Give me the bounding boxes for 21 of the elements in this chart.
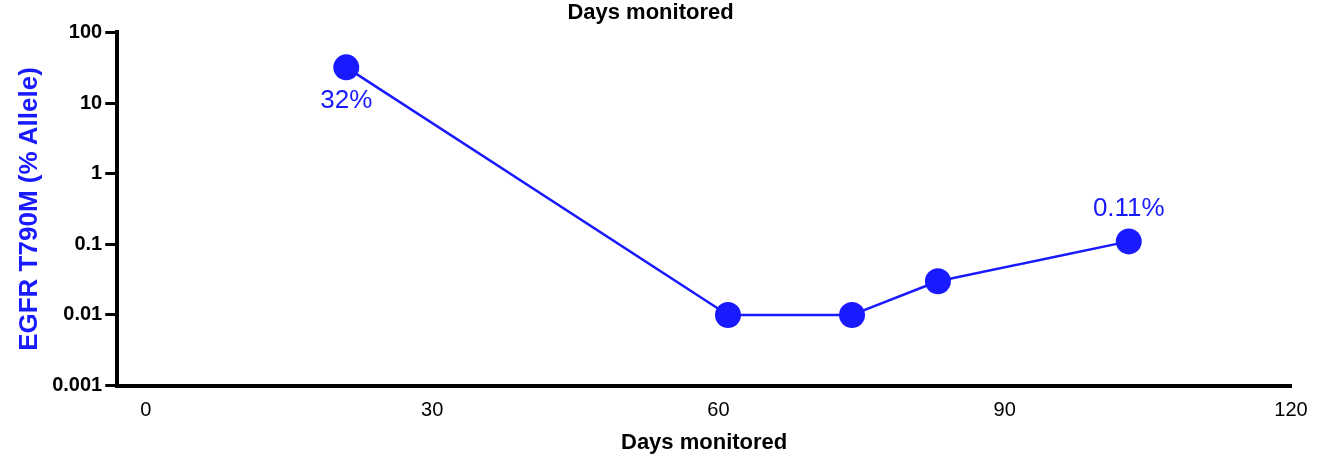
y-tick-label: 1 — [91, 161, 103, 184]
y-tick-label: 10 — [80, 90, 103, 113]
point — [333, 54, 360, 81]
x-tick-label: 120 — [1274, 398, 1308, 421]
point — [714, 301, 741, 328]
y-tick-label: 0.001 — [52, 373, 103, 396]
x-axis-title: Days monitored — [620, 428, 788, 454]
data-label: 32% — [320, 83, 373, 114]
x-tick-label: 60 — [707, 398, 730, 421]
y-tick-label: 0.1 — [74, 231, 103, 254]
y-tick-label: 100 — [68, 19, 103, 42]
y-tick-label: 0.01 — [63, 302, 103, 325]
x-tick-label: 90 — [993, 398, 1016, 421]
y-axis-title: EGFR T790M (% Allele) — [12, 67, 43, 351]
point — [1115, 228, 1142, 255]
x-tick-label: 30 — [421, 398, 444, 421]
point — [924, 268, 951, 295]
chart-title: Days monitored — [567, 0, 734, 25]
x-tick-label: 0 — [140, 398, 152, 421]
data-label: 0.11% — [1092, 191, 1165, 222]
point — [839, 301, 866, 328]
